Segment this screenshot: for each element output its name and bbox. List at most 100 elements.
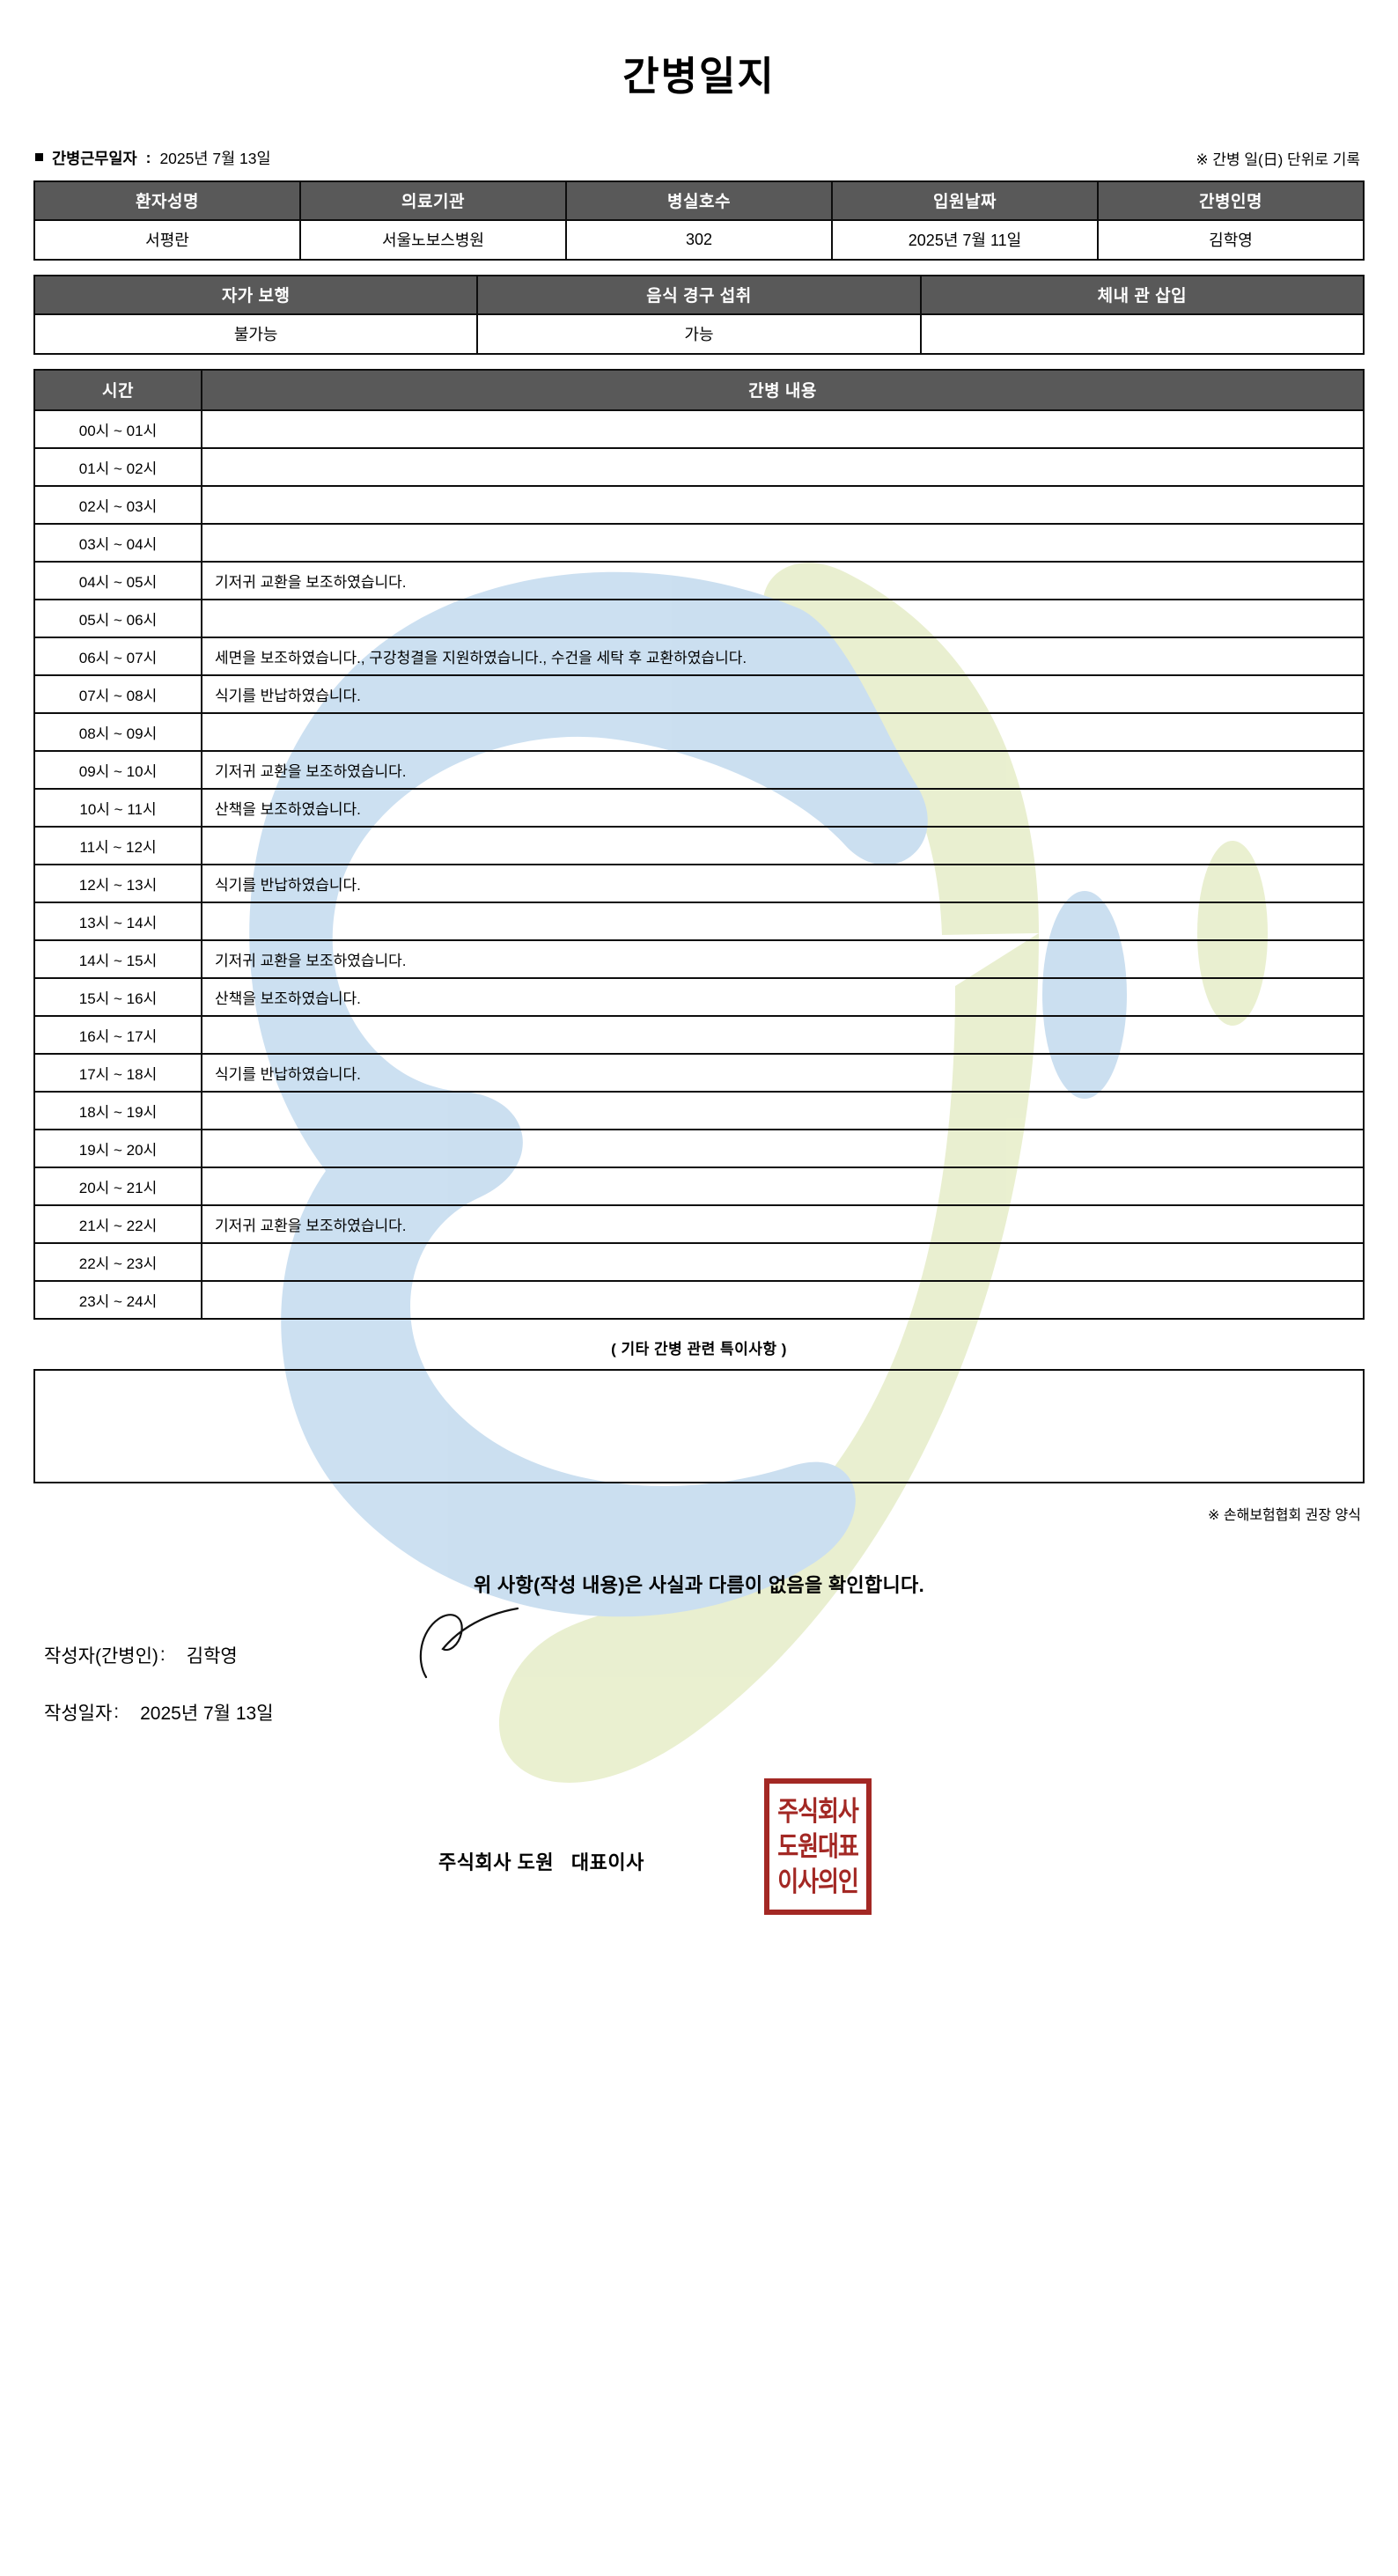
company-name: 주식회사 도원 대표이사 [438,1851,644,1873]
care-content-cell[interactable]: 산책을 보조하였습니다. [201,976,1365,1017]
header-medical-institution: 의료기관 [299,180,567,221]
table-header-row: 자가 보행 음식 경구 섭취 체내 관 삽입 [33,274,1365,315]
table-row: 11시 ~ 12시 [33,825,1365,865]
author-row: 작성자(간병인) : 김학영 [44,1607,1365,1678]
work-date-value: 2025년 7월 13일 [159,149,271,167]
hourly-care-body: 00시 ~ 01시 01시 ~ 02시 02시 ~ 03시 03시 ~ 04시 04시 … [33,408,1365,1320]
table-header-row: 시간 간병 내용 [33,368,1365,411]
care-content-cell[interactable] [201,522,1365,563]
seal-line-3: 이사의인 [777,1865,859,1898]
table-row: 불가능 가능 [33,313,1365,355]
care-content-cell[interactable] [201,901,1365,941]
value-room-number[interactable]: 302 [565,218,833,261]
care-content-cell[interactable]: 기저귀 교환을 보조하였습니다. [201,560,1365,600]
table-row: 17시 ~ 18시 식기를 반납하였습니다. [33,1052,1365,1093]
table-row: 20시 ~ 21시 [33,1166,1365,1206]
time-slot-label: 06시 ~ 07시 [33,636,202,676]
table-row: 19시 ~ 20시 [33,1128,1365,1168]
seal-line-1: 주식회사 [777,1794,859,1828]
table-row: 01시 ~ 02시 [33,446,1365,487]
care-content-cell[interactable] [201,1090,1365,1130]
care-content-cell[interactable] [201,484,1365,525]
time-slot-label: 17시 ~ 18시 [33,1052,202,1093]
table-row: 16시 ~ 17시 [33,1014,1365,1055]
time-slot-label: 12시 ~ 13시 [33,863,202,903]
author-colon: : [159,1644,166,1665]
time-slot-label: 15시 ~ 16시 [33,976,202,1017]
care-content-cell[interactable]: 식기를 반납하였습니다. [201,673,1365,714]
table-row: 02시 ~ 03시 [33,484,1365,525]
work-date-colon: : [145,148,151,166]
table-row: 05시 ~ 06시 [33,598,1365,638]
care-content-cell[interactable] [201,598,1365,638]
care-content-cell[interactable] [201,1128,1365,1168]
form-source-note: ※ 손해보험협회 권장 양식 [1208,1507,1361,1523]
care-content-cell[interactable]: 산책을 보조하였습니다. [201,787,1365,828]
care-content-cell[interactable] [201,1279,1365,1320]
header-caregiver-name: 간병인명 [1097,180,1365,221]
table-row: 04시 ~ 05시 기저귀 교환을 보조하였습니다. [33,560,1365,600]
work-date-group: 간병근무일자 : 2025년 7월 13일 [35,147,271,169]
value-admission-date[interactable]: 2025년 7월 11일 [831,218,1099,261]
hourly-care-table: 시간 간병 내용 00시 ~ 01시 01시 ~ 02시 02시 ~ 03시 03시 … [33,368,1365,1320]
value-oral-food-intake[interactable]: 가능 [476,313,922,355]
care-content-cell[interactable] [201,1241,1365,1282]
write-date-label: 작성일자 [44,1703,113,1724]
care-content-cell[interactable] [201,446,1365,487]
care-content-cell[interactable]: 식기를 반납하였습니다. [201,1052,1365,1093]
author-value[interactable]: 김학영 [186,1645,238,1667]
time-slot-label: 11시 ~ 12시 [33,825,202,865]
table-row: 서평란 서울노보스병원 302 2025년 7월 11일 김학영 [33,218,1365,261]
table-row: 03시 ~ 04시 [33,522,1365,563]
remarks-box[interactable] [33,1368,1365,1483]
care-content-cell[interactable] [201,1166,1365,1206]
table-row: 12시 ~ 13시 식기를 반납하였습니다. [33,863,1365,903]
company-signature-row: 주식회사 도원 대표이사 주식회사 도원대표 이사의인 [33,1777,1365,1928]
write-date-colon: : [114,1701,120,1722]
care-content-cell[interactable] [201,408,1365,449]
header-self-ambulation: 자가 보행 [33,274,479,315]
value-self-ambulation[interactable]: 불가능 [33,313,479,355]
care-content-cell[interactable]: 식기를 반납하였습니다. [201,863,1365,903]
value-caregiver-name[interactable]: 김학영 [1097,218,1365,261]
bullet-square-icon [35,152,43,161]
table-row: 18시 ~ 19시 [33,1090,1365,1130]
care-content-cell[interactable]: 기저귀 교환을 보조하였습니다. [201,938,1365,979]
header-internal-tube-insertion: 체내 관 삽입 [919,274,1365,315]
write-date-value[interactable]: 2025년 7월 13일 [140,1703,274,1724]
time-slot-label: 21시 ~ 22시 [33,1203,202,1244]
table-row: 23시 ~ 24시 [33,1279,1365,1320]
time-slot-label: 02시 ~ 03시 [33,484,202,525]
page-title: 간병일지 [622,54,776,99]
time-slot-label: 14시 ~ 15시 [33,938,202,979]
time-slot-label: 05시 ~ 06시 [33,598,202,638]
time-slot-label: 13시 ~ 14시 [33,901,202,941]
table-row: 00시 ~ 01시 [33,408,1365,449]
table-row: 13시 ~ 14시 [33,901,1365,941]
time-slot-label: 03시 ~ 04시 [33,522,202,563]
care-content-cell[interactable] [201,825,1365,865]
value-internal-tube-insertion[interactable] [919,313,1365,355]
value-medical-institution[interactable]: 서울노보스병원 [299,218,567,261]
time-slot-label: 08시 ~ 09시 [33,711,202,752]
care-content-cell[interactable] [201,711,1365,752]
meta-row: 간병근무일자 : 2025년 7월 13일 ※ 간병 일(日) 단위로 기록 [33,147,1365,169]
table-row: 07시 ~ 08시 식기를 반납하였습니다. [33,673,1365,714]
care-content-cell[interactable]: 기저귀 교환을 보조하였습니다. [201,1203,1365,1244]
table-row: 14시 ~ 15시 기저귀 교환을 보조하였습니다. [33,938,1365,979]
table-row: 15시 ~ 16시 산책을 보조하였습니다. [33,976,1365,1017]
care-content-cell[interactable] [201,1014,1365,1055]
time-slot-label: 09시 ~ 10시 [33,749,202,790]
work-date-label: 간병근무일자 [52,149,137,167]
header-care-content: 간병 내용 [201,368,1365,411]
header-oral-food-intake: 음식 경구 섭취 [476,274,922,315]
time-slot-label: 20시 ~ 21시 [33,1166,202,1206]
handwritten-signature-icon [419,1607,519,1678]
confirmation-statement: 위 사항(작성 내용)은 사실과 다름이 없음을 확인합니다. [473,1573,925,1596]
header-patient-name: 환자성명 [33,180,301,221]
care-content-cell[interactable]: 기저귀 교환을 보조하였습니다. [201,749,1365,790]
table-row: 06시 ~ 07시 세면을 보조하였습니다., 구강청결을 지원하였습니다., 수… [33,636,1365,676]
value-patient-name[interactable]: 서평란 [33,218,301,261]
care-content-cell[interactable]: 세면을 보조하였습니다., 구강청결을 지원하였습니다., 수건을 세탁 후 교… [201,636,1365,676]
time-slot-label: 04시 ~ 05시 [33,560,202,600]
